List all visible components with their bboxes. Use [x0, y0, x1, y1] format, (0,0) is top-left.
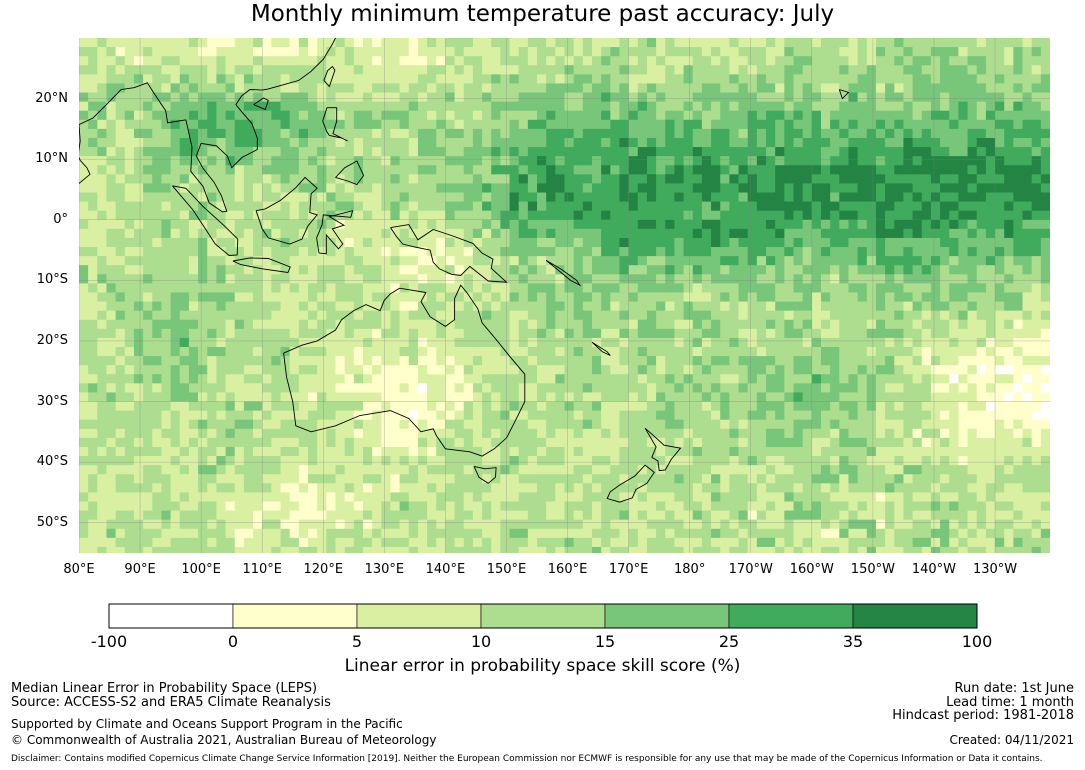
hawaii-coast	[838, 89, 850, 100]
colorbar-segment	[480, 603, 606, 629]
latitude-tick-label: 10°N	[35, 151, 68, 167]
data-source: Source: ACCESS-S2 and ERA5 Climate Reana…	[11, 695, 331, 710]
latitude-tick-label: 20°S	[36, 332, 68, 348]
colorbar-segment	[108, 603, 234, 629]
run-date: Run date: 1st June	[954, 681, 1074, 696]
australia-coast	[283, 284, 526, 457]
longitude-tick-label: 110°E	[242, 562, 282, 577]
colorbar-tick-label: 0	[227, 632, 239, 651]
coastlines	[79, 38, 850, 503]
longitude-tick-label: 130°E	[364, 562, 405, 577]
java-coast	[232, 257, 291, 273]
longitude-tick-label: 160°E	[547, 562, 588, 577]
longitude-tick-label: 120°E	[303, 562, 344, 577]
longitude-tick-label: 170°E	[608, 562, 649, 577]
copyright: © Commonwealth of Australia 2021, Austra…	[11, 733, 437, 747]
latitude-tick-label: 10°S	[36, 272, 68, 288]
latitude-tick-label: 50°S	[36, 514, 68, 530]
india-coast	[79, 124, 91, 184]
bengal-coast	[79, 82, 186, 126]
hindcast-period: Hindcast period: 1981-2018	[892, 708, 1074, 723]
new-caledonia-coast	[591, 341, 611, 356]
colorbar-tick-label: -100	[90, 632, 128, 651]
lead-time: Lead time: 1 month	[946, 695, 1074, 710]
indochina-coast	[185, 38, 336, 213]
longitude-tick-label: 150°W	[850, 562, 895, 577]
latitude-tick-label: 0°	[53, 211, 68, 227]
graticule	[79, 38, 1050, 553]
skill-score-grid	[79, 38, 1050, 553]
tasmania-coast	[473, 465, 497, 484]
sumatra-coast	[172, 185, 239, 256]
new-guinea-coast	[390, 224, 508, 283]
taiwan-coast	[323, 65, 336, 88]
colorbar-segment	[728, 603, 854, 629]
colorbar-tick-label: 100	[961, 632, 993, 651]
sulawesi-coast	[316, 210, 354, 255]
longitude-tick-label: 100°E	[181, 562, 221, 577]
colorbar-tick-label: 5	[351, 632, 363, 651]
colorbar-tick-label: 10	[470, 632, 492, 651]
colorbar-tick-label: 35	[842, 632, 864, 651]
colorbar-frame	[108, 603, 978, 629]
borneo-coast	[255, 176, 318, 245]
latitude-tick-label: 30°S	[36, 393, 68, 409]
support-credit: Supported by Climate and Oceans Support …	[11, 717, 403, 731]
hainan-coast	[253, 97, 269, 111]
metric-description: Median Linear Error in Probability Space…	[11, 681, 318, 696]
disclaimer: Disclaimer: Contains modified Copernicus…	[11, 754, 1043, 764]
longitude-tick-label: 80°E	[63, 562, 95, 577]
latitude-tick-label: 40°S	[36, 454, 68, 470]
longitude-tick-label: 140°W	[911, 562, 957, 577]
longitude-tick-label: 160°W	[789, 562, 834, 577]
longitude-tick-label: 150°E	[486, 562, 527, 577]
new-zealand-north-coast	[644, 427, 682, 472]
longitude-tick-label: 130°W	[972, 562, 1018, 577]
colorbar-title: Linear error in probability space skill …	[344, 656, 741, 676]
longitude-tick-label: 180°	[674, 562, 706, 577]
longitude-tick-label: 170°W	[728, 562, 773, 577]
colorbar-segment	[852, 603, 978, 629]
longitude-tick-label: 90°E	[124, 562, 156, 577]
solomons-coast	[545, 260, 582, 287]
latitude-tick-label: 20°N	[35, 90, 68, 106]
philippines-luzon-coast	[322, 107, 348, 142]
colorbar-segment	[232, 603, 358, 629]
map-title: Monthly minimum temperature past accurac…	[250, 1, 835, 27]
longitude-tick-label: 140°E	[425, 562, 466, 577]
created-date: Created: 04/11/2021	[949, 733, 1074, 747]
colorbar-segment	[356, 603, 482, 629]
colorbar	[108, 603, 978, 629]
colorbar-tick-label: 25	[718, 632, 740, 651]
new-zealand-south-coast	[606, 464, 655, 503]
colorbar-tick-label: 15	[594, 632, 616, 651]
philippines-mindanao-coast	[335, 160, 365, 186]
colorbar-segment	[604, 603, 730, 629]
